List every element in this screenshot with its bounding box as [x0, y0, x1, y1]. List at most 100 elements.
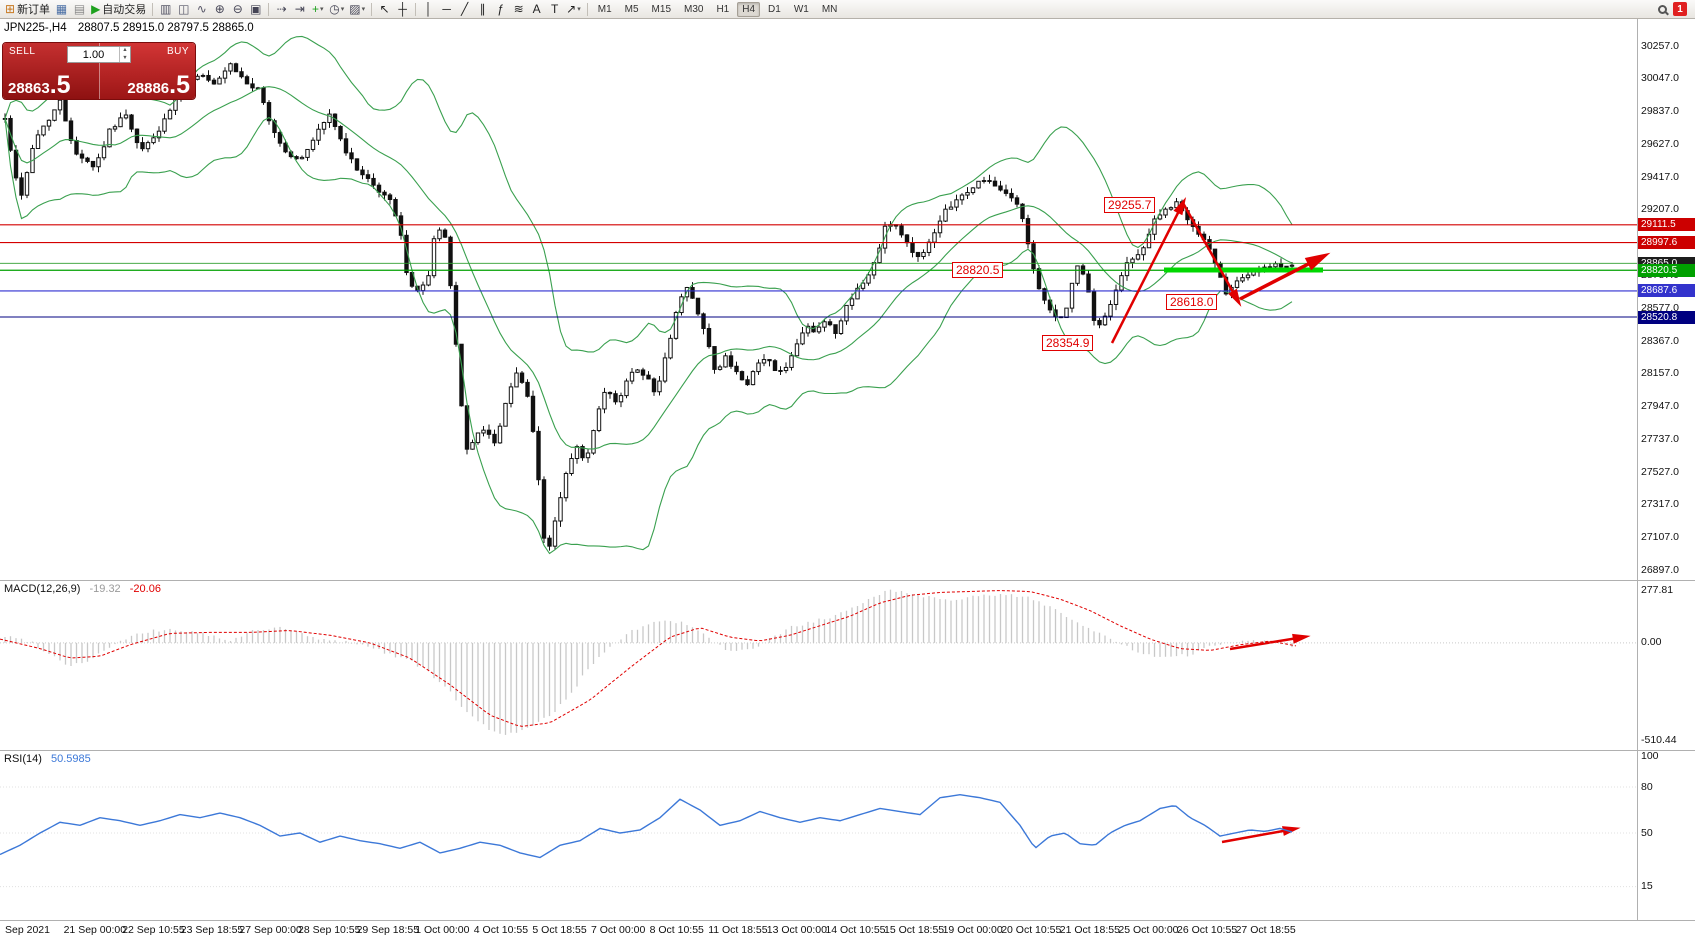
rsi-scale-label: 80	[1641, 780, 1653, 793]
notification-badge[interactable]: 1	[1673, 2, 1687, 16]
fibonacci-button[interactable]: ƒ	[492, 1, 509, 17]
chevron-down-icon: ▾	[577, 6, 581, 13]
time-axis-label: 11 Oct 18:55	[708, 924, 768, 936]
bar-chart-mode-button[interactable]: ▥	[157, 1, 174, 17]
bar-chart-mode-icon: ▥	[160, 2, 172, 16]
volume-input[interactable]: 1.00 ▲ ▼	[67, 46, 131, 63]
indicators-icon: +	[312, 2, 320, 16]
buy-price: 28886 .5	[127, 70, 190, 99]
chart-title: JPN225-,H4 28807.5 28915.0 28797.5 28865…	[4, 22, 254, 34]
chart-window-button[interactable]: ▦	[53, 1, 70, 17]
crosshair-button[interactable]: ┼	[394, 1, 411, 17]
timeframe-w1-button[interactable]: W1	[793, 3, 809, 15]
price-annotation-label[interactable]: 28618.0	[1166, 294, 1218, 310]
trendline-button[interactable]: ╱	[456, 1, 473, 17]
chart-shift-button[interactable]: ⇥	[291, 1, 308, 17]
time-axis-label: Sep 2021	[5, 924, 50, 936]
arrows-tool-button[interactable]: ↗ ▾	[564, 1, 583, 17]
rsi-scale-label: 15	[1641, 880, 1653, 893]
rsi-indicator-label: RSI(14)	[4, 753, 42, 765]
pane-divider-rsi[interactable]	[0, 750, 1695, 751]
price-scale-label: 29207.0	[1641, 203, 1679, 216]
fibonacci-icon: ƒ	[497, 2, 504, 16]
time-axis-label: 14 Oct 10:55	[825, 924, 886, 936]
timeframe-d1-button[interactable]: D1	[768, 3, 781, 15]
time-axis-label: 7 Oct 00:00	[591, 924, 646, 936]
zoom-in-button[interactable]: ⊕	[211, 1, 228, 17]
zoom-out-button[interactable]: ⊖	[229, 1, 246, 17]
toolbar-right-group: 1	[1658, 2, 1692, 16]
periods-button[interactable]: ◷ ▾	[327, 1, 346, 17]
price-annotation-label[interactable]: 28820.5	[952, 262, 1004, 278]
chart-shift-icon: ⇥	[294, 2, 305, 16]
price-tag: 28520.8	[1638, 310, 1695, 324]
sell-label: SELL	[9, 46, 36, 57]
price-tag: 28687.6	[1638, 284, 1695, 298]
rsi-pane-label: RSI(14) 50.5985	[4, 753, 91, 765]
indicators-button[interactable]: + ▾	[309, 1, 326, 17]
price-scale-label: 29417.0	[1641, 170, 1679, 183]
macd-pane-label: MACD(12,26,9) -19.32 -20.06	[4, 583, 161, 595]
timeframe-m15-button[interactable]: M15	[651, 3, 671, 15]
main-toolbar: ⊞ 新订单 ▦ ▤ ▶ 自动交易 ▥ ◫ ∿ ⊕ ⊖ ▣ ⇢ ⇥ + ▾ ◷ ▾ ▨ ▾ ↖ ┼ │ ─ ╱ ∥ ƒ ≋ A T ↗ ▾ M1 M…	[0, 0, 1695, 19]
time-axis-label: 19 Oct 00:00	[942, 924, 1003, 936]
buy-price-frac: .5	[169, 70, 190, 99]
search-icon[interactable]	[1658, 4, 1667, 14]
channel-button[interactable]: ∥	[474, 1, 491, 17]
spinner-up-icon[interactable]: ▲	[122, 47, 128, 53]
auto-scroll-button[interactable]: ⇢	[273, 1, 290, 17]
cursor-button[interactable]: ↖	[376, 1, 393, 17]
vertical-line-icon: │	[424, 2, 433, 16]
price-tag: 29111.5	[1638, 218, 1695, 232]
volume-spinner[interactable]: ▲ ▼	[119, 47, 130, 62]
macd-value-signal: -20.06	[129, 583, 161, 595]
text-label-button[interactable]: T	[546, 1, 563, 17]
price-annotation-label[interactable]: 29255.7	[1104, 197, 1156, 213]
text-button[interactable]: A	[528, 1, 545, 17]
chart-window-icon: ▦	[55, 2, 68, 16]
price-scale-label: 27947.0	[1641, 400, 1679, 413]
timeframe-m30-button[interactable]: M30	[684, 3, 704, 15]
price-scale-label: 29837.0	[1641, 105, 1679, 118]
time-axis-label: 27 Oct 18:55	[1235, 924, 1296, 936]
shapes-button[interactable]: ≋	[510, 1, 527, 17]
tile-windows-button[interactable]: ▣	[247, 1, 264, 17]
timeframe-mn-button[interactable]: MN	[821, 3, 838, 15]
macd-scale-label: 277.81	[1641, 583, 1674, 596]
vertical-line-button[interactable]: │	[420, 1, 437, 17]
new-order-button[interactable]: ⊞ 新订单	[3, 1, 52, 17]
sell-price-main: 28863	[8, 80, 50, 97]
toolbar-separator	[152, 2, 154, 16]
price-scale-label: 27317.0	[1641, 498, 1679, 511]
timeframe-h1-button[interactable]: H1	[716, 3, 730, 15]
pane-divider-macd[interactable]	[0, 580, 1695, 581]
buy-price-main: 28886	[127, 80, 170, 97]
templates-button[interactable]: ▨ ▾	[347, 1, 367, 17]
candlestick-mode-icon: ◫	[178, 2, 190, 16]
line-chart-mode-icon: ∿	[196, 2, 207, 16]
time-axis-label: 21 Oct 18:55	[1059, 924, 1120, 936]
price-scale-divider[interactable]	[1637, 19, 1638, 920]
autotrading-button[interactable]: ▶ 自动交易	[89, 1, 148, 17]
time-axis-label: 15 Oct 18:55	[884, 924, 945, 936]
line-chart-mode-button[interactable]: ∿	[193, 1, 210, 17]
profile-button[interactable]: ▤	[71, 1, 88, 17]
timeframe-m5-button[interactable]: M5	[624, 3, 639, 15]
arrows-tool-icon: ↗	[566, 2, 577, 16]
price-annotation-label[interactable]: 28354.9	[1042, 335, 1094, 351]
time-axis-label: 27 Sep 00:00	[239, 924, 302, 936]
sell-button[interactable]: SELL 28863 .5	[3, 43, 100, 99]
horizontal-line-button[interactable]: ─	[438, 1, 455, 17]
candlestick-mode-button[interactable]: ◫	[175, 1, 192, 17]
volume-value: 1.00	[82, 48, 105, 61]
toolbar-separator	[371, 2, 373, 16]
spinner-down-icon[interactable]: ▼	[122, 54, 128, 61]
time-axis-divider[interactable]	[0, 920, 1695, 921]
time-axis-label: 20 Oct 10:55	[1001, 924, 1062, 936]
timeframe-m1-button[interactable]: M1	[597, 3, 612, 15]
toolbar-separator	[268, 2, 270, 16]
timeframe-h4-button[interactable]: H4	[737, 1, 761, 17]
horizontal-line-icon: ─	[442, 2, 451, 16]
